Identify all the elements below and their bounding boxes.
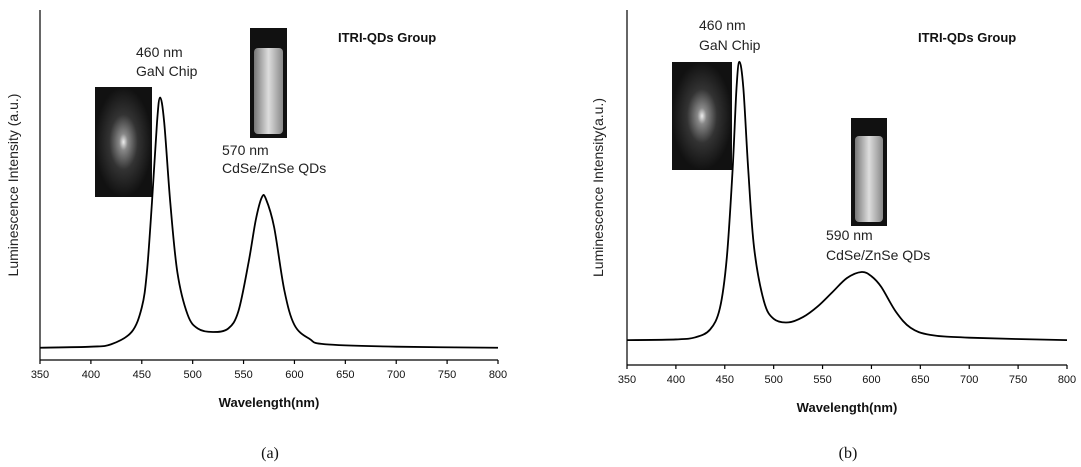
inset-images xyxy=(95,28,887,226)
chip-photo xyxy=(95,87,152,197)
x-tick-label: 350 xyxy=(618,374,636,386)
caption: (b) xyxy=(839,445,858,462)
annotation: 590 nm xyxy=(826,227,873,243)
vial xyxy=(855,136,883,222)
annotation: GaN Chip xyxy=(136,63,198,79)
x-tick-label: 450 xyxy=(133,369,151,381)
x-tick-label: 400 xyxy=(667,374,685,386)
x-tick-label: 400 xyxy=(82,369,100,381)
x-tick-label: 800 xyxy=(1058,374,1076,386)
x-tick-label: 600 xyxy=(285,369,303,381)
spectrum-line xyxy=(39,96,499,349)
x-tick-label: 550 xyxy=(234,369,252,381)
annotation: 570 nm xyxy=(222,142,269,158)
annotation: GaN Chip xyxy=(699,37,761,53)
y-axis-label: Luminescence Intensity (a.u.) xyxy=(5,94,21,277)
x-axis-label: Wavelength(nm) xyxy=(219,395,320,410)
x-tick-label: 800 xyxy=(489,369,507,381)
x-axis-label: Wavelength(nm) xyxy=(797,400,898,415)
chip-photo xyxy=(672,62,732,170)
x-tick-label: 600 xyxy=(862,374,880,386)
x-tick-label: 350 xyxy=(31,369,49,381)
x-tick-label: 550 xyxy=(813,374,831,386)
x-tick-label: 700 xyxy=(960,374,978,386)
annotation: 460 nm xyxy=(699,17,746,33)
y-axis-label: Luminescence Intensity(a.u.) xyxy=(590,98,606,277)
group-label: ITRI-QDs Group xyxy=(918,30,1016,45)
x-tick-label: 700 xyxy=(387,369,405,381)
x-tick-label: 650 xyxy=(336,369,354,381)
caption: (a) xyxy=(261,445,279,462)
x-tick-label: 450 xyxy=(716,374,734,386)
spectrum-line xyxy=(626,60,1068,342)
annotation: CdSe/ZnSe QDs xyxy=(826,247,930,263)
x-tick-label: 500 xyxy=(764,374,782,386)
x-tick-label: 750 xyxy=(438,369,456,381)
annotation: CdSe/ZnSe QDs xyxy=(222,160,326,176)
x-tick-label: 500 xyxy=(183,369,201,381)
group-label: ITRI-QDs Group xyxy=(338,30,436,45)
x-tick-label: 650 xyxy=(911,374,929,386)
x-tick-label: 750 xyxy=(1009,374,1027,386)
vial xyxy=(254,48,283,134)
annotation: 460 nm xyxy=(136,44,183,60)
